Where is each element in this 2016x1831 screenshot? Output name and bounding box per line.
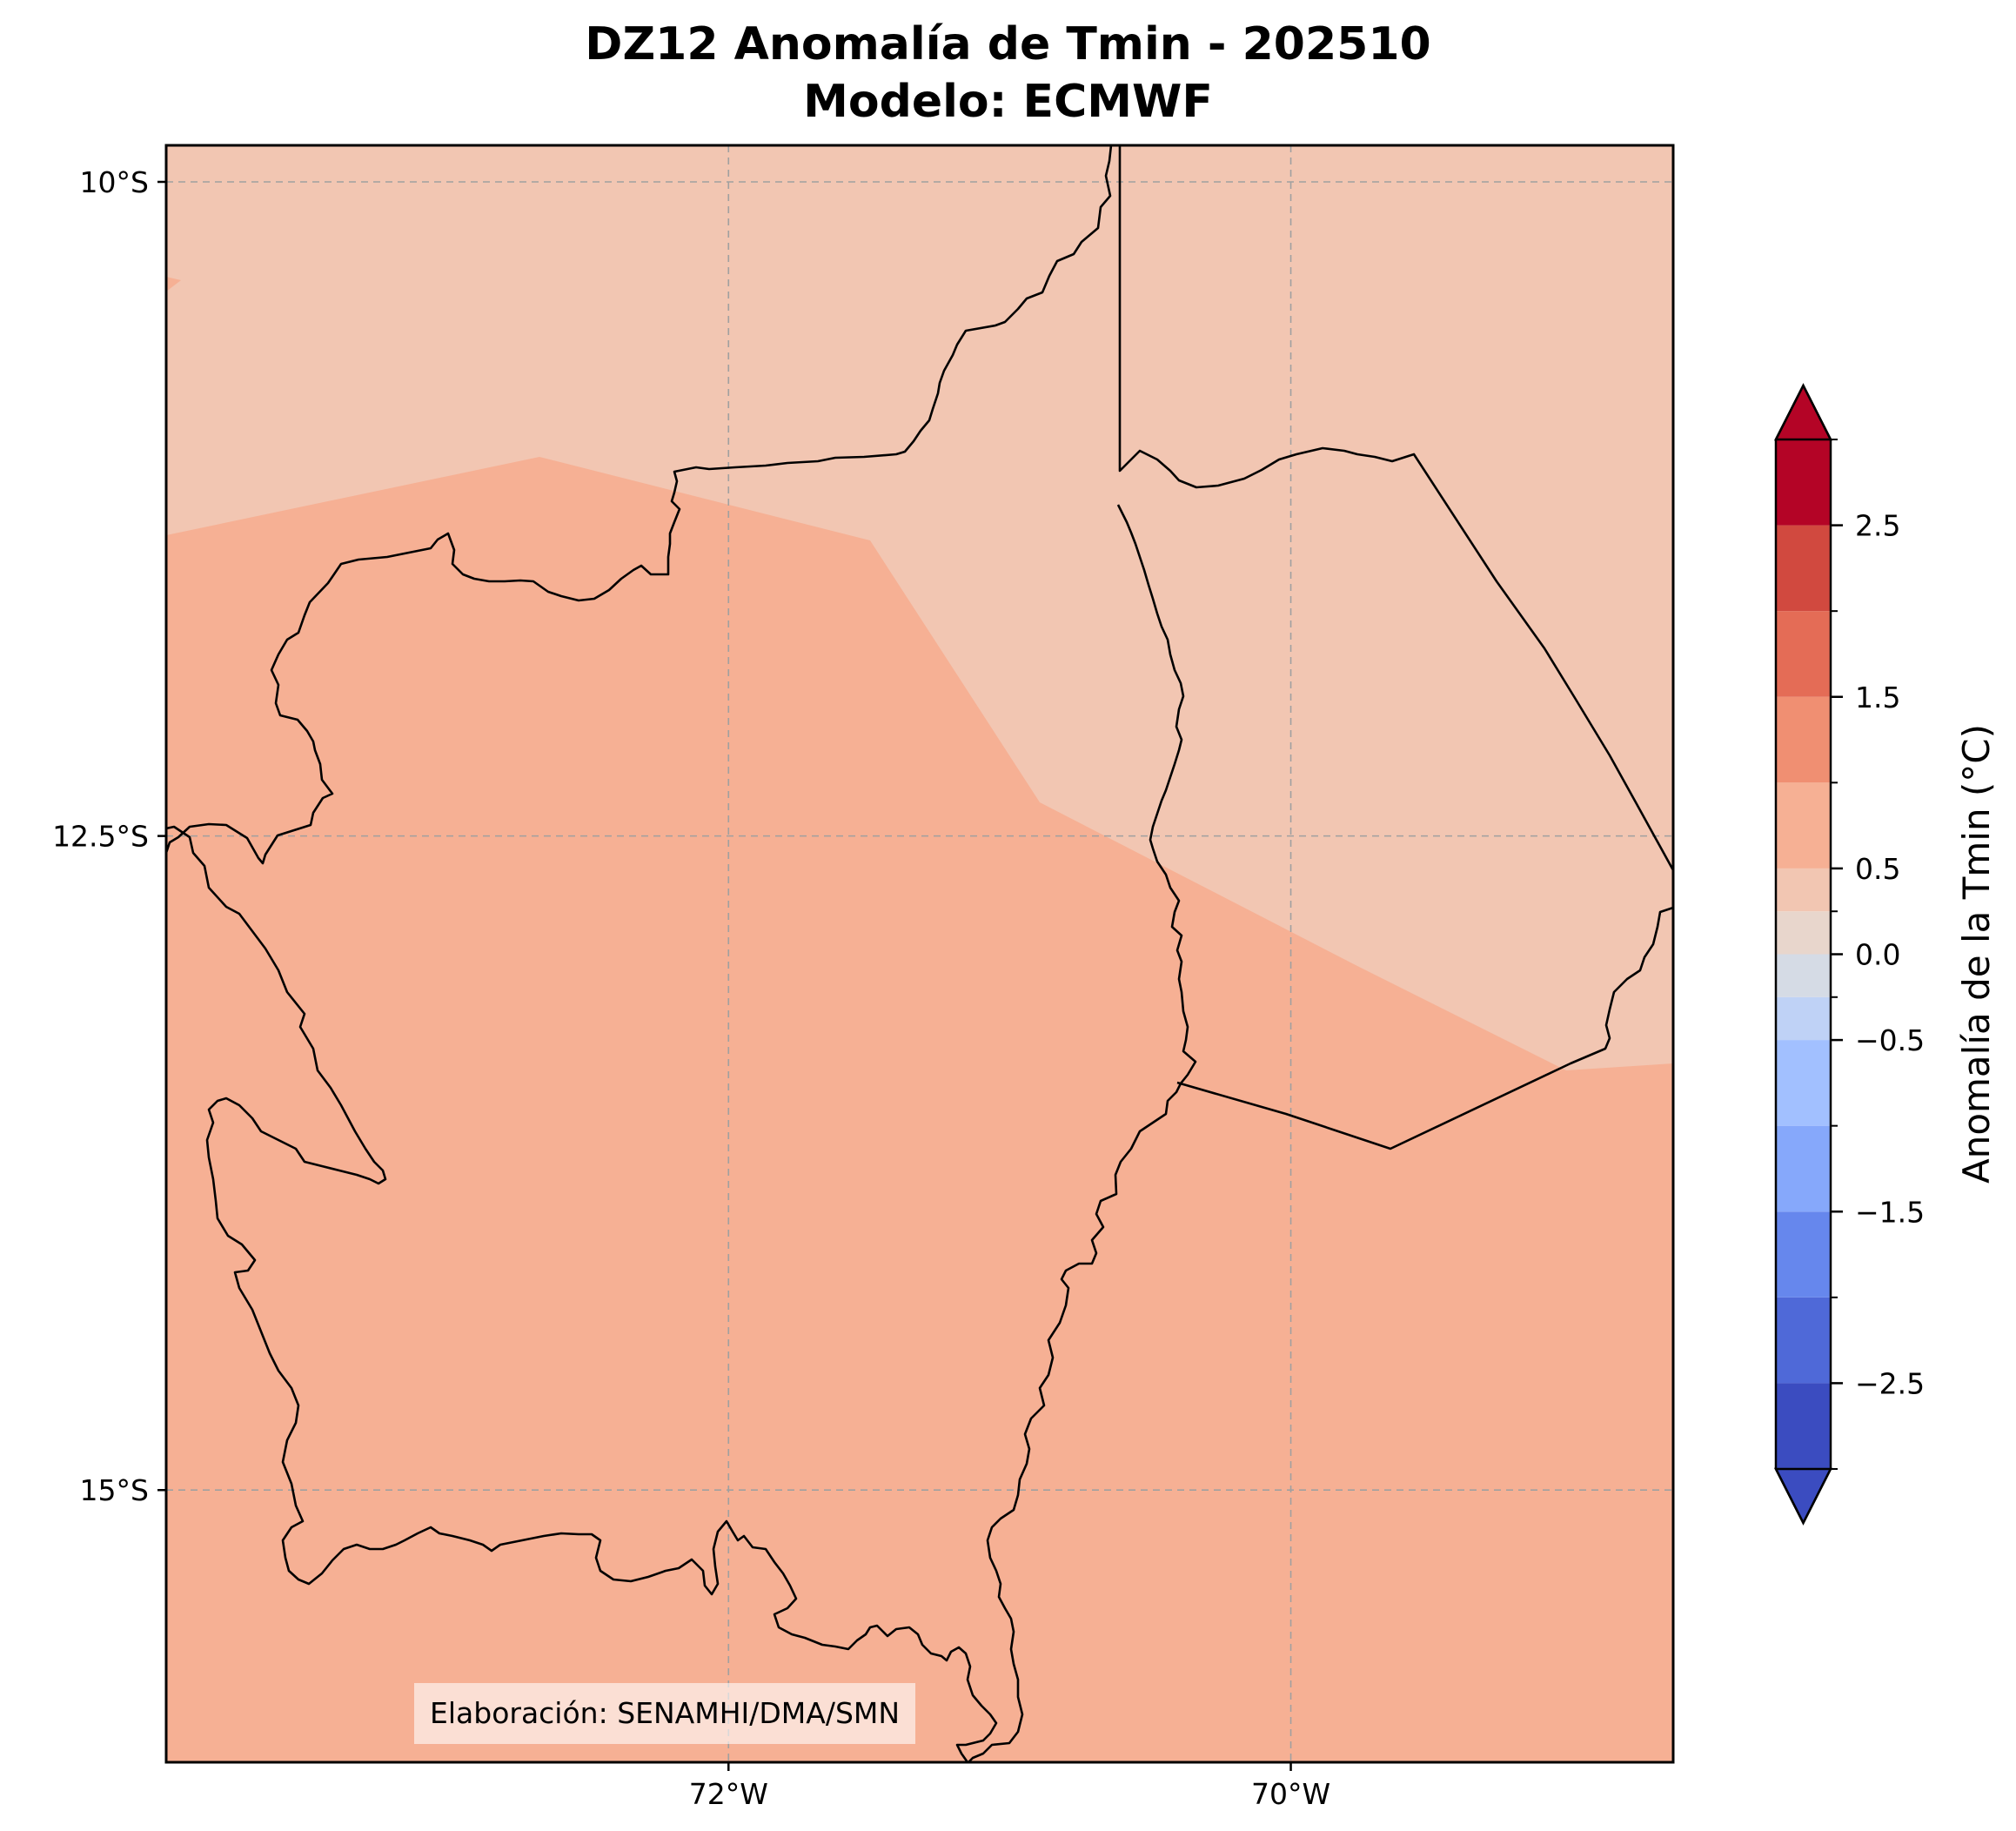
colorbar-under-arrow [1773,1467,1833,1526]
colorbar-level [1776,1211,1831,1298]
colorbar-level [1776,954,1831,997]
title-line-2: Modelo: ECMWF [803,76,1213,128]
colorbar-over-arrow [1773,383,1833,441]
colorbar-tick-label: 1.5 [1855,681,1900,714]
colorbar-level [1776,696,1831,783]
lat-tick-label: 10°S [80,165,149,199]
colorbar-level [1776,439,1831,526]
region-boundary [166,145,1113,865]
colorbar-level [1776,782,1831,869]
colorbar-ticks: 2.5 1.5 0.5 0.0 −0.5 −1.5 −2.5 [1831,439,1925,1470]
title-line-1: DZ12 Anomalía de Tmin - 202510 [585,18,1431,70]
credit-label: Elaboración: SENAMHI/DMA/SMN [414,1683,916,1744]
map-title: DZ12 Anomalía de Tmin - 202510 Modelo: E… [0,16,2016,131]
lat-tick-label: 12.5°S [52,820,149,854]
country-border-east [968,504,1197,1762]
colorbar-levels [1776,439,1831,1469]
colorbar-tick-label: −2.5 [1855,1366,1925,1400]
colorbar-tick-label: −1.5 [1855,1195,1925,1229]
colorbar-level [1776,868,1831,912]
colorbar-tick-label: 0.5 [1855,852,1900,886]
axis-ticks: 10°S 12.5°S 15°S 72°W 70°W [52,165,1330,1811]
colorbar-level [1776,996,1831,1041]
colorbar-level [1776,1040,1831,1126]
colorbar-level [1776,911,1831,955]
colorbar-tick-label: 0.0 [1855,938,1900,972]
colorbar-level [1776,525,1831,612]
borders [166,145,1673,1762]
colorbar-tick-label: 2.5 [1855,509,1900,543]
lat-tick-label: 15°S [80,1473,149,1507]
axes-frame [164,144,1675,1764]
colorbar-level [1776,1297,1831,1384]
colorbar-label: Anomalía de la Tmin (°C) [1955,723,1998,1184]
lon-tick-label: 70°W [1251,1777,1330,1811]
lon-tick-label: 72°W [689,1777,768,1811]
gridlines [166,145,1673,1762]
colorbar-tick-label: −0.5 [1855,1023,1925,1057]
country-border-west [166,825,998,1762]
national-border [1118,145,1673,1150]
colorbar-level [1776,611,1831,697]
anomaly-region-low [166,145,1673,1070]
colorbar-level [1776,1125,1831,1212]
anomaly-spot [166,277,181,292]
map-field [166,145,1673,1762]
colorbar-level [1776,1383,1831,1469]
